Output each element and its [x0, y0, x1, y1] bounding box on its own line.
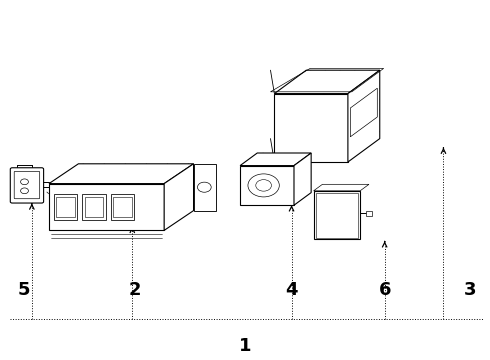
Polygon shape: [274, 94, 348, 162]
Text: 3: 3: [464, 281, 477, 299]
Polygon shape: [194, 164, 216, 211]
Text: 2: 2: [128, 281, 141, 299]
Bar: [82, 194, 106, 220]
Polygon shape: [348, 70, 380, 162]
Text: 6: 6: [378, 281, 391, 299]
Bar: [316, 193, 358, 238]
Bar: [366, 211, 372, 216]
Polygon shape: [164, 164, 194, 230]
Bar: [56, 197, 75, 217]
Text: 1: 1: [239, 337, 251, 355]
Polygon shape: [294, 153, 311, 205]
FancyBboxPatch shape: [10, 168, 44, 203]
FancyBboxPatch shape: [14, 171, 40, 199]
Bar: [314, 191, 360, 239]
Polygon shape: [49, 184, 164, 230]
Bar: [54, 194, 77, 220]
Text: 5: 5: [17, 281, 30, 299]
Bar: [111, 194, 134, 220]
Polygon shape: [240, 166, 294, 205]
Polygon shape: [314, 184, 369, 191]
Text: 4: 4: [285, 281, 298, 299]
Polygon shape: [49, 164, 194, 184]
Bar: [113, 197, 132, 217]
Polygon shape: [350, 88, 377, 137]
Polygon shape: [240, 153, 311, 166]
Bar: [85, 197, 103, 217]
Polygon shape: [274, 70, 380, 94]
